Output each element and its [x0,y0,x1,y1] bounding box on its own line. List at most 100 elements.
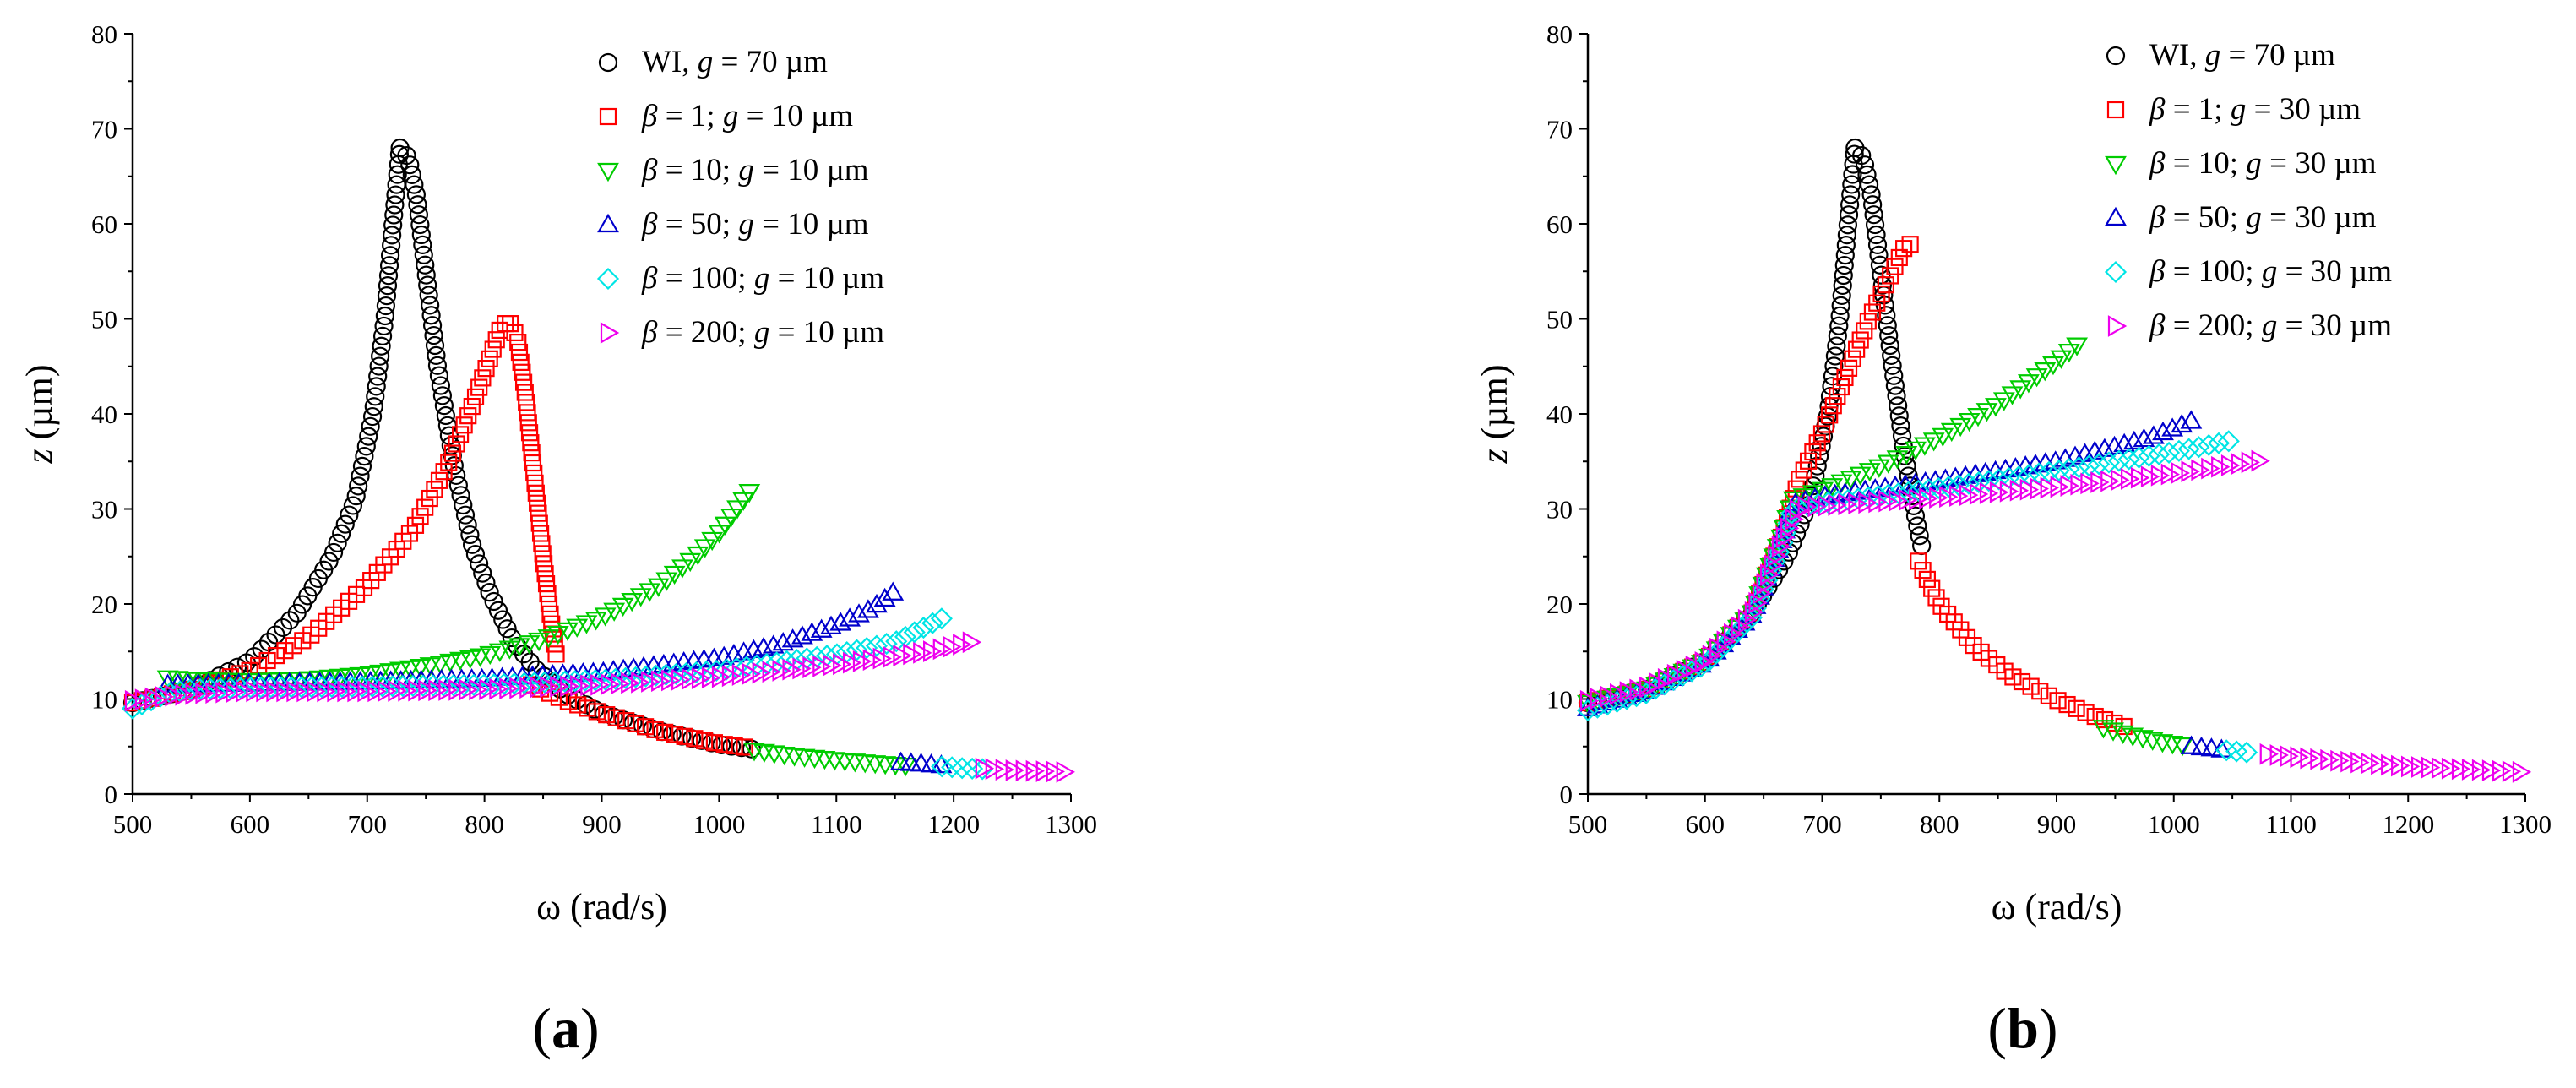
data-point [738,484,761,503]
data-point [465,545,486,564]
data-point [2280,745,2299,768]
x-tick-label: 1200 [2382,809,2434,839]
data-point [1831,296,1850,315]
data-point [1046,760,1065,783]
data-point [1828,326,1847,345]
data-point [1877,483,1899,506]
data-point [671,559,693,579]
data-point [1872,285,1890,303]
data-point [2502,760,2522,783]
data-point [1840,359,1858,377]
data-point [1835,245,1855,265]
data-point [527,484,545,502]
data-point [1890,248,1908,267]
data-point [943,635,962,658]
data-point [1035,760,1055,782]
data-point [405,175,424,194]
data-point [842,651,862,674]
y-tick-label: 10 [1546,685,1573,715]
data-point [726,737,743,754]
legend-entry: WI, g = 70 µm [2149,38,2335,73]
data-point [454,495,473,515]
data-point [2225,740,2248,763]
data-point [865,634,888,657]
data-point [359,427,378,446]
data-point [1863,303,1882,321]
data-point [276,642,294,660]
data-point [476,573,496,592]
data-point [2492,759,2512,782]
data-point [1891,416,1910,436]
data-point [1836,368,1854,387]
data-point [340,505,359,525]
data-point [323,542,344,563]
data-point [1015,759,1035,782]
data-point [2207,432,2231,454]
data-point [397,145,416,166]
data-point [910,753,932,772]
series-tri-down [1577,337,2194,757]
data-point [2050,476,2069,498]
data-point [1834,265,1853,286]
data-point [1810,446,1829,466]
data-point [2171,462,2190,484]
data-point [455,505,476,525]
x-tick-label: 700 [1802,809,1842,839]
data-point [1894,436,1913,456]
data-point [526,474,544,492]
data-point [469,678,488,701]
data-point [594,607,617,627]
data-point [975,757,995,780]
data-point [932,638,953,661]
data-point [371,346,390,366]
data-point [406,516,425,534]
data-point [2152,421,2174,441]
data-point [2034,362,2057,382]
data-point [514,363,531,381]
data-point [319,552,339,571]
y-tick-label: 70 [91,115,117,144]
data-point [611,672,630,695]
data-point [388,165,407,184]
legend-entry: β = 10; g = 10 µm [641,153,869,188]
data-point [579,699,596,717]
data-point [2381,753,2400,776]
legend-marker [598,52,618,73]
data-point [459,678,478,701]
data-point [732,492,755,511]
data-point [1992,392,2015,411]
data-point [1737,608,1758,631]
data-point [1764,554,1783,577]
data-point [510,343,529,362]
data-point [742,662,762,685]
data-point [519,404,536,422]
y-axis-title: z (µm) [19,364,60,464]
data-point [1834,255,1854,275]
data-point [823,654,842,677]
data-point [611,597,634,617]
data-point [1883,356,1902,375]
data-point [1859,175,1879,194]
data-point [1999,480,2019,503]
data-point [2401,755,2421,778]
data-point [1889,396,1908,416]
data-point [531,525,550,542]
data-point [1929,487,1948,509]
data-point [529,494,546,512]
data-point [2190,736,2213,756]
data-point [440,454,458,471]
data-point [2350,751,2370,774]
data-point [463,397,481,416]
data-point [428,679,448,702]
data-point [368,367,388,386]
data-point [484,591,503,612]
data-point [2371,753,2390,775]
data-point [1752,582,1772,605]
data-point [1844,350,1861,367]
legend-entry: β = 1; g = 30 µm [2149,92,2361,127]
legend-entry: β = 200; g = 30 µm [2149,308,2392,343]
data-point [226,681,245,704]
legend-entry: β = 1; g = 10 µm [641,99,853,133]
x-tick-label: 800 [465,809,504,839]
data-point [1841,185,1861,204]
